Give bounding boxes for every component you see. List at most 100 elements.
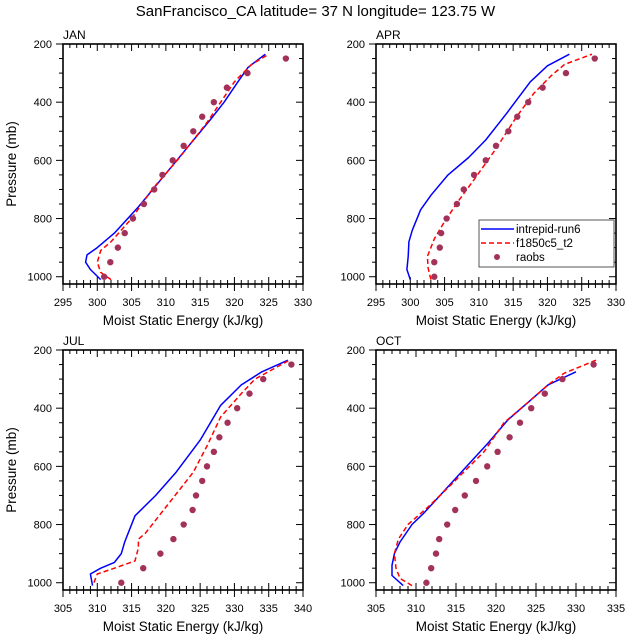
x-tick-label: 320 (157, 603, 175, 615)
data-point-raobs (210, 98, 218, 106)
plot-frame (375, 349, 617, 591)
y-tick-label: 600 (347, 461, 365, 473)
panel-title: JUL (63, 334, 85, 348)
data-point-raobs (482, 157, 489, 164)
data-point-raobs (559, 375, 566, 383)
data-point-raobs (100, 273, 108, 280)
plot-frame (62, 43, 304, 285)
y-tick-label: 200 (347, 345, 365, 357)
legend-marker-raobs (494, 254, 500, 260)
data-point-raobs (525, 98, 532, 106)
data-point-raobs (528, 404, 535, 412)
x-tick-label: 340 (294, 603, 312, 615)
x-tick-label: 315 (191, 297, 209, 309)
data-point-raobs (470, 171, 478, 179)
plot-frame (375, 43, 617, 285)
y-tick-label: 200 (347, 39, 365, 51)
data-point-raobs (192, 492, 200, 499)
data-point-raobs (223, 84, 231, 91)
y-tick-label: 1000 (341, 272, 365, 284)
data-point-raobs (444, 521, 451, 528)
x-tick-label: 315 (122, 603, 140, 615)
data-point-raobs (541, 390, 548, 397)
x-tick-label: 305 (54, 603, 72, 615)
data-point-raobs (224, 419, 231, 426)
x-tick-label: 310 (157, 297, 175, 309)
x-tick-label: 310 (88, 603, 106, 615)
series-line-intrepid-run6 (89, 359, 289, 586)
data-point-raobs (514, 113, 521, 120)
x-tick-label: 320 (225, 297, 243, 309)
series-line-intrepid-run6 (406, 53, 570, 280)
data-point-raobs (151, 186, 158, 193)
x-tick-label: 300 (88, 297, 106, 309)
x-tick-label: 295 (54, 297, 72, 309)
y-tick-label: 1000 (28, 272, 52, 284)
x-axis-title: Moist Static Energy (kJ/kg) (416, 313, 577, 328)
x-tick-label: 325 (260, 297, 278, 309)
data-point-raobs (591, 55, 598, 62)
y-tick-label: 400 (34, 97, 52, 109)
series-raobs (423, 361, 597, 586)
data-point-raobs (452, 506, 459, 514)
x-axis-title: Moist Static Energy (kJ/kg) (103, 313, 264, 328)
y-tick-label: 400 (347, 403, 365, 415)
y-tick-label: 200 (34, 345, 52, 357)
data-point-raobs (246, 390, 253, 397)
data-point-raobs (157, 550, 164, 557)
x-axis-title: Moist Static Energy (kJ/kg) (103, 619, 264, 634)
x-tick-label: 305 (122, 297, 140, 309)
data-point-raobs (472, 477, 480, 485)
data-point-raobs (189, 506, 196, 514)
y-tick-label: 400 (34, 403, 52, 415)
y-tick-label: 800 (34, 214, 52, 226)
y-tick-label: 400 (347, 97, 365, 109)
data-point-raobs (190, 128, 197, 135)
x-tick-label: 330 (567, 603, 585, 615)
x-tick-label: 305 (435, 297, 453, 309)
x-tick-label: 305 (367, 603, 385, 615)
y-tick-label: 1000 (341, 578, 365, 590)
data-point-raobs (118, 579, 125, 586)
data-point-raobs (180, 142, 187, 150)
data-point-raobs (107, 258, 114, 266)
y-axis-title: Pressure (mb) (4, 121, 19, 207)
data-point-raobs (199, 113, 206, 120)
data-point-raobs (260, 375, 267, 383)
data-point-raobs (216, 434, 223, 441)
data-point-raobs (140, 200, 148, 208)
legend-label-f1850c5-t2: f1850c5_t2 (516, 238, 573, 250)
x-tick-label: 325 (191, 603, 209, 615)
x-tick-label: 330 (607, 297, 625, 309)
data-point-raobs (169, 157, 176, 164)
y-tick-label: 800 (347, 214, 365, 226)
data-point-raobs (484, 463, 491, 470)
panel-title: OCT (376, 334, 402, 348)
data-point-raobs (443, 215, 450, 222)
data-point-raobs (461, 492, 468, 499)
x-tick-label: 310 (407, 603, 425, 615)
data-point-raobs (180, 521, 187, 528)
data-point-raobs (210, 448, 218, 456)
series-line-intrepid-run6 (84, 53, 266, 281)
data-point-raobs (199, 477, 206, 485)
data-point-raobs (170, 535, 177, 543)
data-point-raobs (288, 361, 295, 368)
data-point-raobs (140, 564, 147, 572)
data-point-raobs (516, 419, 524, 426)
series-line-f1850c5-t2 (393, 359, 597, 587)
x-tick-label: 300 (401, 297, 419, 309)
data-point-raobs (282, 55, 290, 62)
x-tick-label: 295 (367, 297, 385, 309)
series-line-intrepid-run6 (391, 371, 577, 587)
x-tick-label: 310 (470, 297, 488, 309)
panel-oct: OCT 305 310 315 320 325 330 335 200 400 600 800 1000… (341, 334, 626, 634)
series-raobs (118, 361, 295, 586)
panel-apr: APR 295 300 305 310 315 320 325 330 200 400 600 800 1… (341, 28, 626, 328)
data-point-raobs (492, 142, 500, 150)
panel-jan: JAN 295 300 305 310 315 320 325 330 200 400 600 800 1… (4, 28, 312, 328)
x-tick-label: 320 (487, 603, 505, 615)
data-point-raobs (436, 244, 443, 251)
